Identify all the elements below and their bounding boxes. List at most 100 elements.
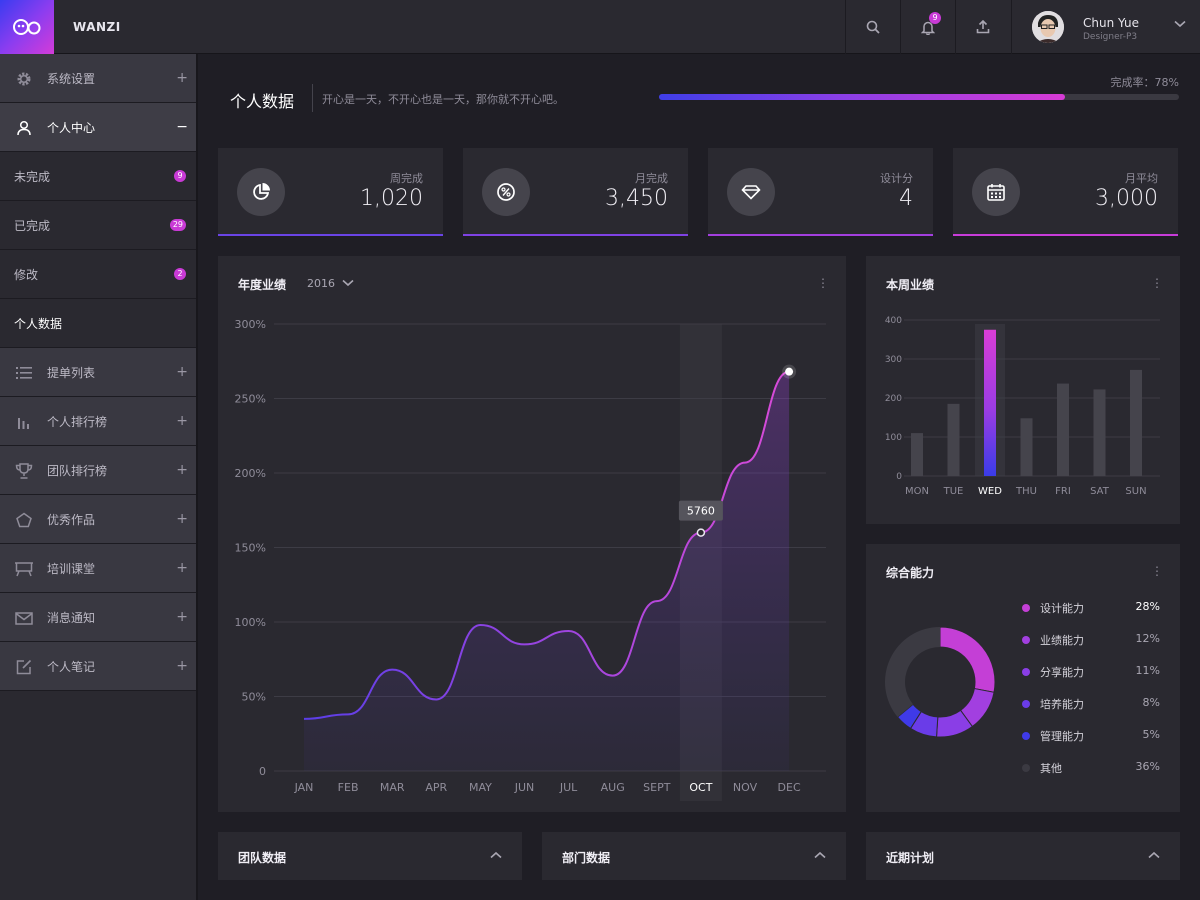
- bar-chart-icon: [14, 412, 34, 432]
- sidebar-item-team-ranking[interactable]: 团队排行榜 +: [0, 446, 196, 495]
- y-tick-label: 0: [896, 472, 902, 482]
- legend-dot: [1022, 764, 1030, 772]
- year-select[interactable]: 2016: [307, 277, 335, 290]
- y-tick-label: 50%: [242, 691, 266, 704]
- notifications-button[interactable]: 9: [900, 0, 955, 54]
- bar: [1130, 369, 1142, 476]
- completion-label: 完成率：78%: [1110, 76, 1179, 89]
- legend-value: 8%: [1142, 696, 1160, 709]
- chevron-up-icon[interactable]: [490, 851, 502, 859]
- header-divider: [312, 84, 313, 112]
- bar: [1057, 383, 1069, 476]
- expand-icon: +: [176, 658, 188, 674]
- team-data-panel[interactable]: 团队数据: [218, 832, 522, 880]
- sidebar-item-label: 个人笔记: [47, 659, 96, 674]
- search-button[interactable]: [845, 0, 900, 54]
- y-tick-label: 200: [885, 394, 902, 404]
- sidebar-item-notes[interactable]: 个人笔记 +: [0, 642, 196, 691]
- x-tick-label: AUG: [601, 781, 625, 794]
- user-menu[interactable]: Chun Yue Designer-P3: [1011, 0, 1200, 54]
- legend-label: 管理能力: [1040, 730, 1084, 743]
- data-point: [348, 714, 349, 715]
- tooltip-value: 5760: [687, 505, 715, 518]
- more-menu-button[interactable]: ⋮: [1151, 564, 1163, 578]
- chevron-up-icon[interactable]: [814, 851, 826, 859]
- x-tick-label: OCT: [689, 781, 712, 794]
- y-tick-label: 100: [885, 433, 902, 443]
- stat-card-monthly[interactable]: 月完成 3,450: [463, 148, 688, 236]
- department-data-panel[interactable]: 部门数据: [542, 832, 846, 880]
- donut-slice: [896, 703, 922, 730]
- y-tick-label: 200%: [235, 467, 266, 480]
- x-tick-label: JUN: [514, 781, 535, 794]
- completion-progress-fill: [659, 94, 1065, 100]
- x-tick-label: JUL: [559, 781, 578, 794]
- x-tick-label: FRI: [1055, 486, 1071, 497]
- expand-icon: +: [176, 413, 188, 429]
- x-tick-label: THU: [1015, 486, 1037, 497]
- chevron-up-icon[interactable]: [1148, 851, 1160, 859]
- donut-slice: [885, 627, 940, 718]
- sidebar-item-order-list[interactable]: 提单列表 +: [0, 348, 196, 397]
- search-icon: [866, 20, 880, 34]
- completion-progress-bar: [659, 94, 1179, 100]
- sidebar-item-modify[interactable]: 修改 2: [0, 250, 196, 299]
- upload-button[interactable]: [955, 0, 1010, 54]
- chevron-down-icon: [1174, 20, 1186, 28]
- x-tick-label: MON: [905, 486, 929, 497]
- sidebar-item-completed[interactable]: 已完成 29: [0, 201, 196, 250]
- sidebar-item-incomplete[interactable]: 未完成 9: [0, 152, 196, 201]
- bar: [1020, 418, 1033, 476]
- y-tick-label: 100%: [235, 616, 266, 629]
- expand-icon: +: [176, 560, 188, 576]
- expand-icon: +: [176, 462, 188, 478]
- sidebar-item-messages[interactable]: 消息通知 +: [0, 593, 196, 642]
- logo[interactable]: [0, 0, 54, 54]
- legend-label: 其他: [1040, 762, 1062, 775]
- stat-label: 设计分: [880, 172, 913, 185]
- sidebar-item-label: 优秀作品: [47, 512, 96, 527]
- data-point: [568, 630, 569, 631]
- page-title: 个人数据: [230, 92, 295, 111]
- sidebar-item-training[interactable]: 培训课堂 +: [0, 544, 196, 593]
- user-icon: [14, 118, 34, 138]
- y-tick-label: 0: [259, 765, 266, 778]
- legend-item: 管理能力 5%: [1022, 728, 1162, 744]
- sidebar-item-personal-ranking[interactable]: 个人排行榜 +: [0, 397, 196, 446]
- data-point: [656, 601, 657, 602]
- percent-icon: [482, 168, 530, 216]
- sidebar-item-profile[interactable]: 个人中心 −: [0, 103, 196, 152]
- more-menu-button[interactable]: ⋮: [1151, 276, 1163, 290]
- sidebar-item-settings[interactable]: 系统设置 +: [0, 54, 196, 103]
- tooltip-box: [678, 500, 723, 521]
- sidebar-item-label: 团队排行榜: [47, 463, 108, 478]
- stat-card-design-score[interactable]: 设计分 4: [708, 148, 933, 236]
- sidebar-item-excellent-works[interactable]: 优秀作品 +: [0, 495, 196, 544]
- page-subtitle: 开心是一天，不开心也是一天，那你就不开心吧。: [322, 93, 564, 106]
- sidebar-item-label: 修改: [14, 267, 39, 282]
- ability-donut-chart: [885, 626, 996, 738]
- legend-value: 12%: [1135, 632, 1160, 645]
- sidebar-item-label: 提单列表: [47, 365, 96, 380]
- legend-dot: [1022, 732, 1030, 740]
- sidebar-item-label: 未完成: [14, 169, 51, 184]
- data-point-highlight: [696, 528, 706, 537]
- legend-dot: [1022, 636, 1030, 644]
- stat-card-monthly-average[interactable]: 月平均 3,000: [953, 148, 1178, 236]
- x-tick-label: JAN: [294, 781, 314, 794]
- legend-item: 其他 36%: [1022, 760, 1162, 776]
- trophy-icon: [14, 461, 34, 481]
- avatar: [1032, 11, 1064, 43]
- x-tick-label: MAR: [380, 781, 405, 794]
- stat-card-weekly[interactable]: 周完成 1,020: [218, 148, 443, 236]
- recent-plans-panel[interactable]: 近期计划: [866, 832, 1180, 880]
- stat-value: 1,020: [360, 186, 423, 211]
- stat-value: 3,450: [605, 186, 668, 211]
- sidebar-item-personal-data[interactable]: 个人数据: [0, 299, 196, 348]
- more-menu-button[interactable]: ⋮: [817, 276, 829, 290]
- x-tick-label: SUN: [1125, 486, 1146, 497]
- expand-icon: +: [176, 364, 188, 380]
- y-tick-label: 250%: [235, 393, 266, 406]
- sidebar-item-label: 个人排行榜: [47, 414, 108, 429]
- chevron-down-icon[interactable]: [342, 279, 354, 287]
